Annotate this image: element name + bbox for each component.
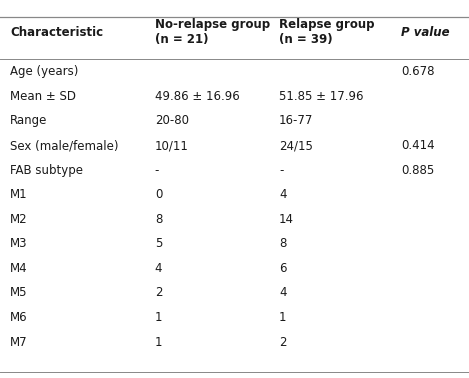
Text: 6: 6 bbox=[279, 262, 287, 275]
Text: Sex (male/female): Sex (male/female) bbox=[10, 139, 119, 152]
Text: Age (years): Age (years) bbox=[10, 65, 79, 78]
Text: 49.86 ± 16.96: 49.86 ± 16.96 bbox=[155, 90, 240, 103]
Text: M3: M3 bbox=[10, 237, 28, 250]
Text: 8: 8 bbox=[279, 237, 287, 250]
Text: -: - bbox=[155, 164, 159, 177]
Text: 10/11: 10/11 bbox=[155, 139, 189, 152]
Text: 4: 4 bbox=[279, 287, 287, 299]
Text: M5: M5 bbox=[10, 287, 28, 299]
Text: Range: Range bbox=[10, 115, 48, 127]
Text: 24/15: 24/15 bbox=[279, 139, 313, 152]
Text: Mean ± SD: Mean ± SD bbox=[10, 90, 76, 103]
Text: Relapse group
(n = 39): Relapse group (n = 39) bbox=[279, 18, 375, 46]
Text: 1: 1 bbox=[155, 336, 162, 349]
Text: 1: 1 bbox=[155, 311, 162, 324]
Text: No-relapse group
(n = 21): No-relapse group (n = 21) bbox=[155, 18, 270, 46]
Text: 0: 0 bbox=[155, 188, 162, 201]
Text: M2: M2 bbox=[10, 213, 28, 226]
Text: 5: 5 bbox=[155, 237, 162, 250]
Text: P value: P value bbox=[401, 26, 450, 39]
Text: 14: 14 bbox=[279, 213, 294, 226]
Text: 0.885: 0.885 bbox=[401, 164, 434, 177]
Text: 2: 2 bbox=[155, 287, 162, 299]
Text: 2: 2 bbox=[279, 336, 287, 349]
Text: M1: M1 bbox=[10, 188, 28, 201]
Text: 8: 8 bbox=[155, 213, 162, 226]
Text: 0.678: 0.678 bbox=[401, 65, 434, 78]
Text: 16-77: 16-77 bbox=[279, 115, 313, 127]
Text: 0.414: 0.414 bbox=[401, 139, 435, 152]
Text: 4: 4 bbox=[279, 188, 287, 201]
Text: M7: M7 bbox=[10, 336, 28, 349]
Text: -: - bbox=[279, 164, 283, 177]
Text: M6: M6 bbox=[10, 311, 28, 324]
Text: 4: 4 bbox=[155, 262, 162, 275]
Text: Characteristic: Characteristic bbox=[10, 26, 104, 39]
Text: 51.85 ± 17.96: 51.85 ± 17.96 bbox=[279, 90, 363, 103]
Text: FAB subtype: FAB subtype bbox=[10, 164, 83, 177]
Text: 20-80: 20-80 bbox=[155, 115, 189, 127]
Text: M4: M4 bbox=[10, 262, 28, 275]
Text: 1: 1 bbox=[279, 311, 287, 324]
